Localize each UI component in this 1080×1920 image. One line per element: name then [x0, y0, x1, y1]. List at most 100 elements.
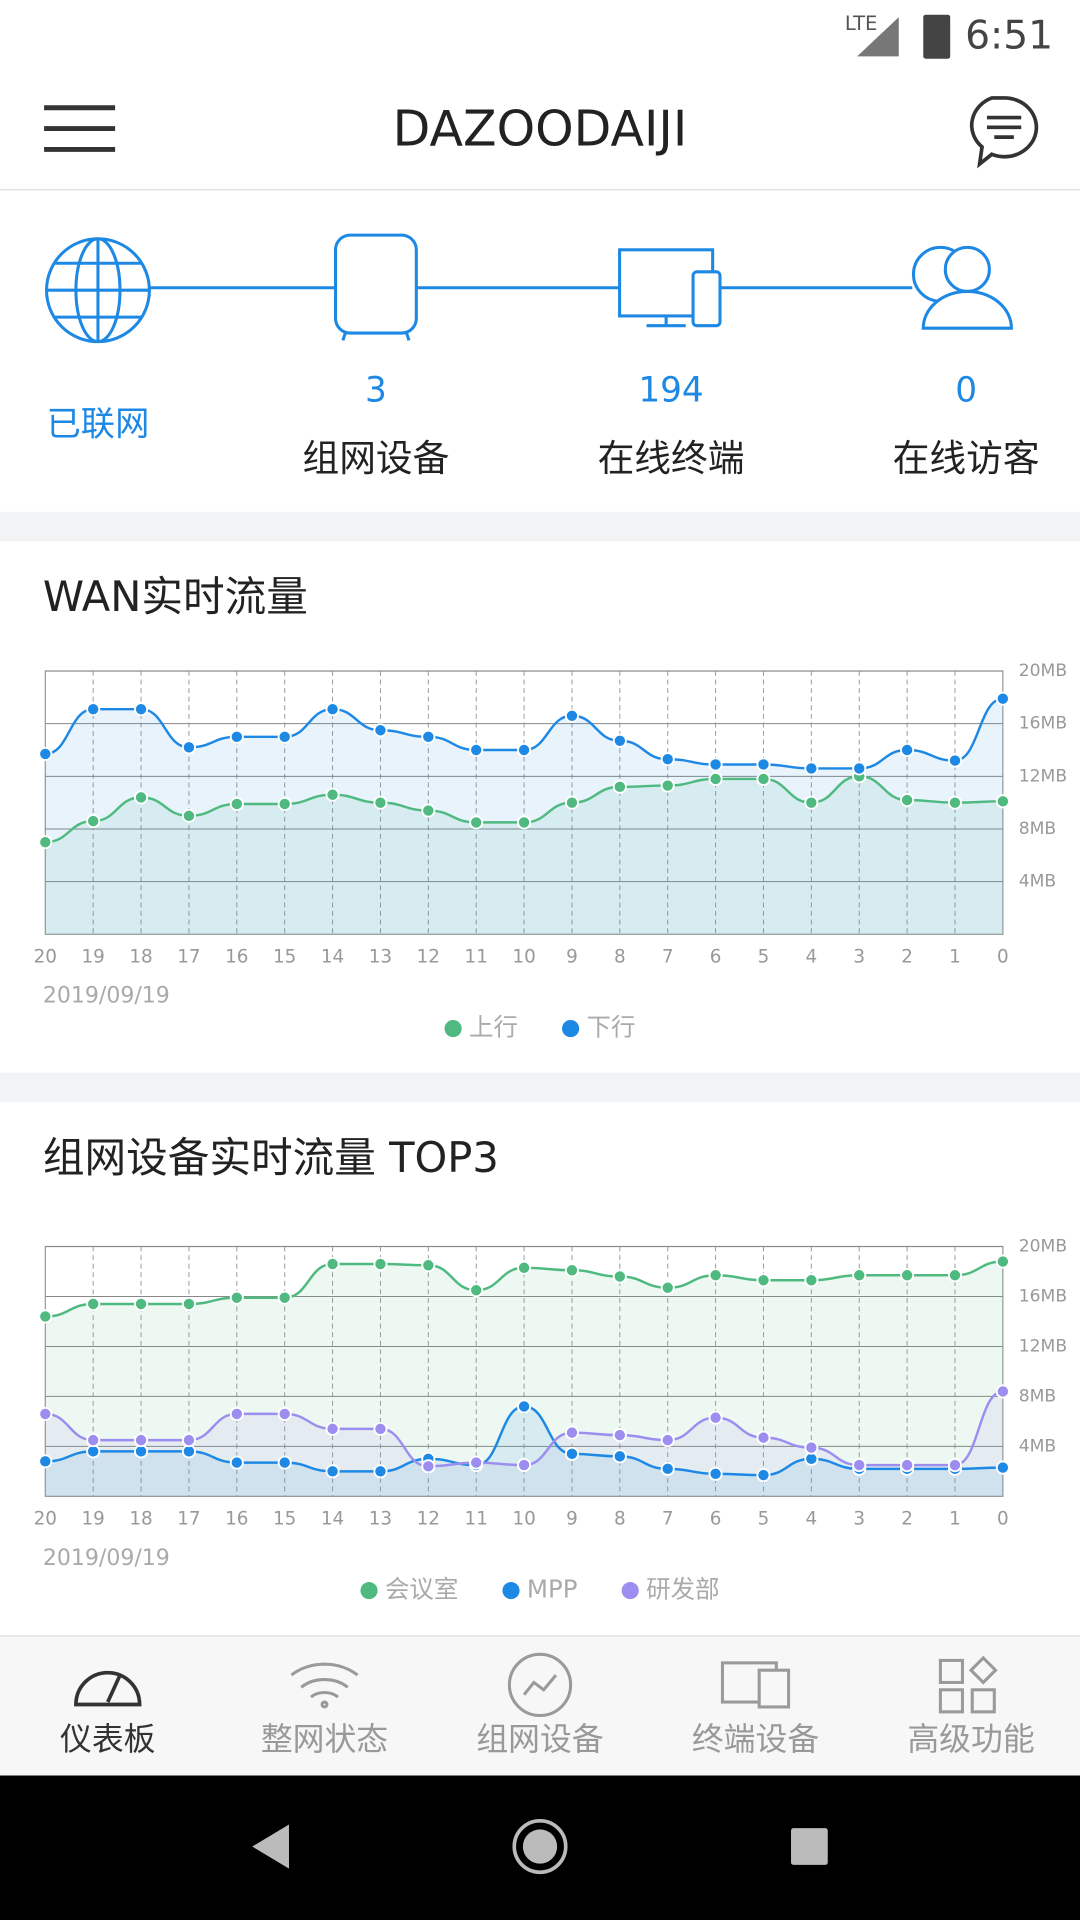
x-tick-label: 1: [949, 947, 961, 968]
x-tick-label: 4: [806, 1509, 818, 1530]
legend-swatch: [562, 1020, 580, 1038]
data-point: [756, 1468, 771, 1483]
bottom-nav: [0, 1635, 1080, 1776]
data-point: [134, 702, 149, 717]
data-point: [900, 792, 915, 808]
data-point: [277, 796, 292, 812]
y-tick-label: 16MB: [1019, 1286, 1067, 1306]
nav-label[interactable]: 组网设备: [476, 1720, 603, 1758]
data-point: [277, 729, 292, 744]
stat-label: 在线终端: [598, 437, 745, 480]
stat-label: 组网设备: [302, 437, 449, 480]
x-tick-label: 6: [710, 1509, 722, 1530]
data-point: [660, 1280, 675, 1295]
y-tick-label: 16MB: [1019, 714, 1067, 734]
back-button[interactable]: [252, 1824, 289, 1869]
x-tick-label: 10: [512, 947, 535, 968]
chart-title: WAN实时流量: [43, 572, 308, 621]
data-point: [804, 1273, 819, 1288]
x-tick-label: 14: [321, 1509, 344, 1530]
data-point: [995, 1460, 1010, 1475]
x-tick-label: 12: [417, 947, 440, 968]
data-point: [947, 1458, 963, 1473]
data-point: [995, 691, 1010, 706]
x-tick-label: 16: [225, 1509, 248, 1530]
x-tick-label: 5: [758, 947, 770, 968]
data-point: [995, 794, 1010, 809]
data-point: [900, 1268, 915, 1283]
data-point: [708, 1268, 723, 1283]
home-button-core: [522, 1829, 558, 1864]
data-point: [804, 761, 819, 776]
x-tick-label: 7: [662, 1509, 674, 1530]
x-tick-label: 1: [949, 1509, 961, 1530]
nav-label[interactable]: 仪表板: [60, 1720, 156, 1758]
nav-label[interactable]: 高级功能: [907, 1720, 1034, 1758]
x-tick-label: 11: [465, 1509, 488, 1530]
data-point: [995, 1384, 1010, 1399]
section-gap: [0, 511, 1080, 542]
recents-button[interactable]: [791, 1828, 828, 1865]
data-point: [277, 1290, 292, 1305]
data-point: [804, 1440, 819, 1455]
data-point: [469, 1283, 484, 1298]
data-point: [325, 1464, 340, 1479]
router-icon: [333, 233, 418, 341]
data-point: [469, 815, 484, 830]
x-tick-label: 9: [566, 1509, 578, 1530]
data-point: [660, 752, 675, 767]
x-tick-label: 4: [806, 947, 818, 968]
x-tick-label: 8: [614, 947, 626, 968]
menu-button[interactable]: [44, 105, 116, 152]
data-point: [564, 1446, 580, 1461]
legend-swatch: [360, 1582, 378, 1600]
x-tick-label: 15: [273, 1509, 296, 1530]
nav-label[interactable]: 整网状态: [261, 1720, 388, 1758]
data-point: [134, 790, 149, 805]
data-point: [708, 1410, 723, 1425]
internet-status: 已联网: [47, 405, 150, 445]
x-tick-label: 18: [129, 1509, 152, 1530]
data-point: [756, 1273, 771, 1288]
data-point: [229, 729, 244, 744]
y-tick-label: 4MB: [1019, 872, 1056, 892]
legend-swatch: [621, 1582, 639, 1600]
legend: 上行 下行: [444, 1013, 636, 1042]
data-point: [612, 1269, 627, 1284]
stat-count: 194: [638, 370, 703, 410]
data-point: [756, 771, 771, 787]
x-tick-label: 2: [901, 947, 913, 968]
battery-icon: [923, 14, 951, 59]
home-button[interactable]: [512, 1818, 568, 1875]
data-point: [564, 1263, 580, 1278]
data-point: [38, 835, 53, 850]
area: [45, 776, 1003, 935]
x-tick-label: 18: [129, 947, 152, 968]
data-point: [995, 1254, 1010, 1269]
x-tick-label: 20: [34, 1509, 57, 1530]
x-tick-label: 10: [512, 1509, 535, 1530]
data-point: [852, 1268, 867, 1283]
data-point: [229, 1455, 244, 1470]
x-tick-label: 5: [758, 1509, 770, 1530]
data-point: [229, 1406, 244, 1421]
x-tick-label: 7: [662, 947, 674, 968]
data-point: [181, 808, 196, 823]
guest-icon: [911, 245, 1013, 330]
data-point: [900, 742, 915, 758]
legend-label: MPP: [527, 1575, 578, 1604]
x-tick-label: 16: [225, 947, 248, 968]
legend-label: 下行: [587, 1013, 636, 1042]
data-point: [804, 795, 819, 810]
x-tick-label: 6: [710, 947, 722, 968]
nav-label[interactable]: 终端设备: [692, 1720, 819, 1758]
legend-label: 会议室: [385, 1575, 458, 1604]
x-tick-label: 17: [177, 1509, 200, 1530]
message-button[interactable]: [969, 96, 1039, 169]
data-point: [86, 814, 101, 829]
data-point: [181, 740, 196, 755]
internet-icon: [45, 237, 151, 344]
y-tick-label: 20MB: [1019, 661, 1067, 681]
